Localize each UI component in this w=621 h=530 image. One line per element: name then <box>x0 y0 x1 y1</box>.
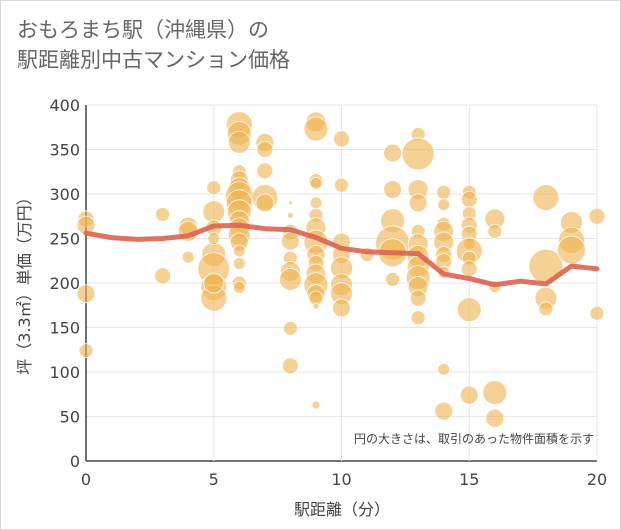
data-bubble <box>278 268 302 291</box>
data-bubble <box>207 232 221 245</box>
data-bubble <box>232 244 246 258</box>
data-bubble <box>332 298 351 318</box>
data-bubble <box>309 176 323 190</box>
data-bubble <box>538 301 554 317</box>
data-bubble <box>459 385 479 405</box>
data-bubble <box>232 257 246 270</box>
data-bubble <box>334 177 349 193</box>
data-bubble <box>485 408 505 428</box>
data-bubble <box>410 310 426 326</box>
average-price-line <box>83 222 600 288</box>
data-bubble <box>206 180 222 196</box>
data-bubble <box>333 130 350 148</box>
data-bubble <box>256 162 274 180</box>
data-bubble <box>487 223 503 239</box>
data-bubble <box>227 130 251 154</box>
data-bubble <box>588 207 606 225</box>
x-tick-label: 20 <box>587 470 607 489</box>
x-axis-title: 駅距離（分） <box>294 500 390 519</box>
y-tick-label: 150 <box>49 319 80 338</box>
data-bubble <box>181 250 195 264</box>
x-tick-label: 10 <box>331 470 351 489</box>
y-tick-label: 250 <box>49 230 80 249</box>
data-bubble <box>303 116 329 142</box>
chart-title-line1: おもろまち駅（沖縄県）の <box>17 18 269 42</box>
chart-title-line2: 駅距離別中古マンション価格 <box>17 48 290 72</box>
bubble-size-note: 円の大きさは、取引のあった物件面積を示す <box>354 431 594 446</box>
data-bubble <box>383 143 403 163</box>
data-bubble <box>409 289 427 307</box>
y-tick-label: 100 <box>49 363 80 382</box>
data-bubble <box>78 343 94 359</box>
data-bubble <box>456 297 482 323</box>
data-bubble <box>286 211 294 219</box>
bubble-layer <box>76 111 606 428</box>
data-bubble <box>255 193 275 213</box>
data-bubble <box>287 200 293 206</box>
chart-title: おもろまち駅（沖縄県）の 駅距離別中古マンション価格 <box>17 15 577 75</box>
data-bubble <box>203 272 225 294</box>
y-axis-title: 坪（3.3㎡）単価（万円） <box>15 189 34 374</box>
data-bubble <box>532 184 560 211</box>
data-bubble <box>460 260 478 278</box>
data-bubble <box>557 235 586 265</box>
y-tick-label: 300 <box>49 185 80 204</box>
y-tick-label: 0 <box>70 452 80 471</box>
data-bubble <box>436 184 452 200</box>
data-bubble <box>460 190 478 208</box>
data-bubble <box>281 357 299 375</box>
y-tick-label: 50 <box>60 408 80 427</box>
tick-layer: 0 50 100 150 200 250 300 350 400 0 5 10 15 20 <box>49 96 607 489</box>
y-tick-label: 200 <box>49 274 80 293</box>
data-bubble <box>232 281 246 294</box>
data-bubble <box>408 193 428 213</box>
x-tick-label: 5 <box>209 470 219 489</box>
data-bubble <box>280 231 300 251</box>
data-bubble <box>312 302 320 310</box>
data-bubble <box>311 400 321 410</box>
data-bubble <box>155 207 171 222</box>
x-tick-label: 15 <box>459 470 479 489</box>
data-bubble <box>309 196 323 210</box>
data-bubble <box>401 137 435 171</box>
y-tick-label: 400 <box>49 96 80 115</box>
trend-line-layer <box>83 222 600 288</box>
data-bubble <box>282 320 298 336</box>
data-bubble <box>256 141 274 158</box>
data-bubble <box>434 401 454 421</box>
data-bubble <box>482 380 508 405</box>
data-bubble <box>437 362 451 376</box>
y-tick-label: 350 <box>49 141 80 160</box>
data-bubble <box>385 272 401 287</box>
data-bubble <box>589 305 605 321</box>
data-bubble <box>154 267 172 285</box>
data-bubble <box>76 284 96 304</box>
data-bubble <box>437 198 451 212</box>
x-tick-label: 0 <box>81 470 91 489</box>
data-bubble <box>383 180 403 199</box>
